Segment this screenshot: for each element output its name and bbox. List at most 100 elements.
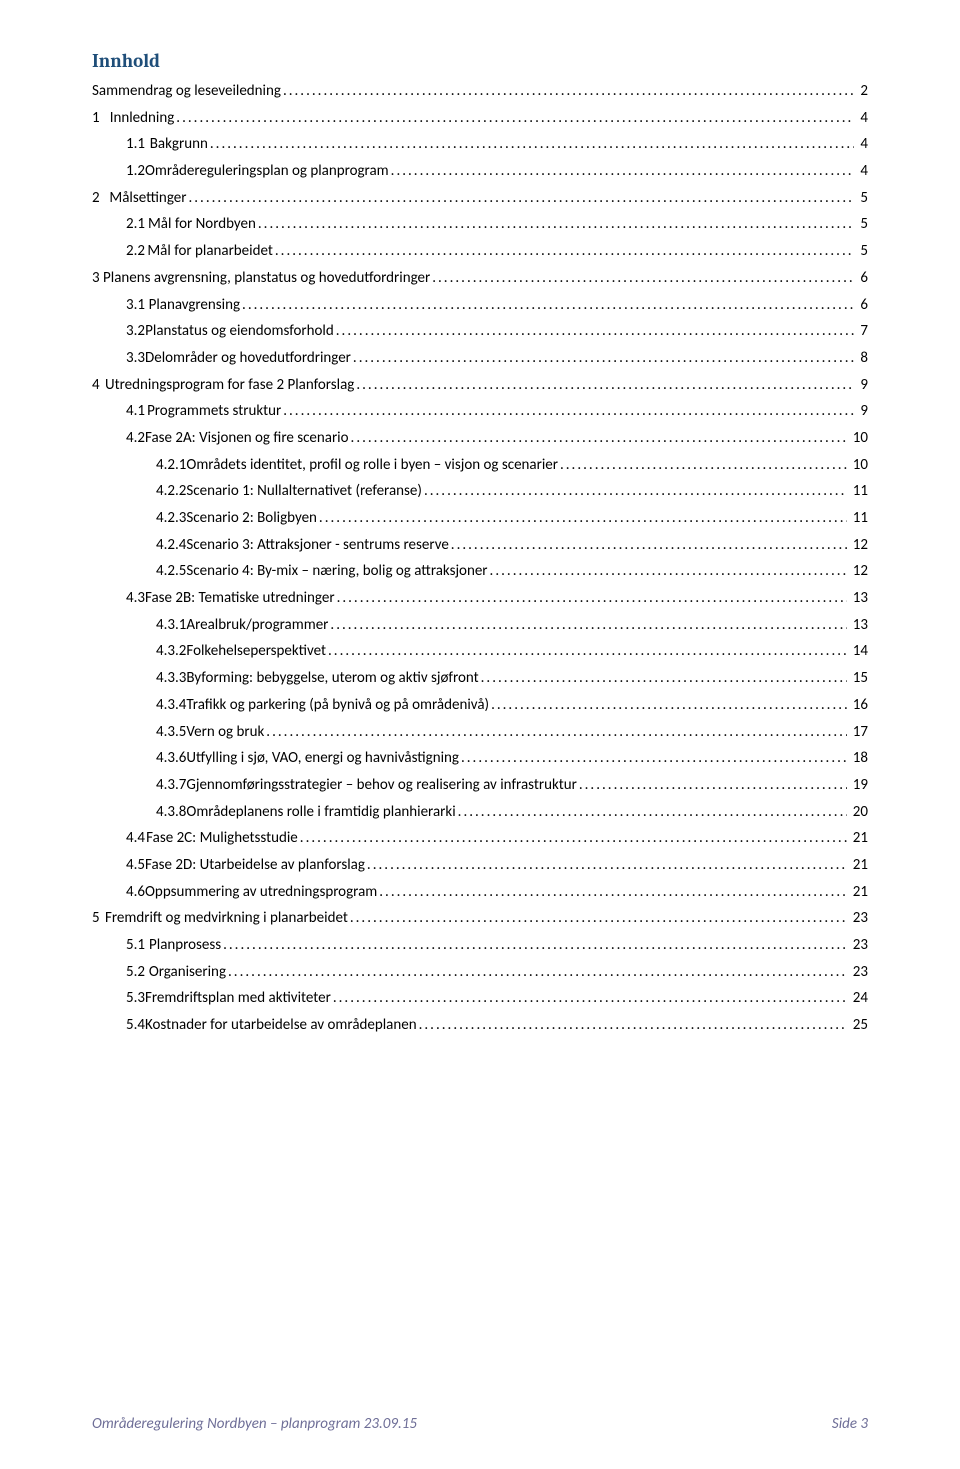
toc-entry-label: Utredningsprogram for fase 2 Planforslag: [105, 372, 354, 399]
toc-entry-number: 3.3: [126, 345, 145, 372]
toc-entry[interactable]: 3.2Planstatus og eiendomsforhold7: [92, 318, 868, 345]
toc-entry[interactable]: 5.1Planprosess23: [92, 932, 868, 959]
toc-entry-number: 4.3.8: [156, 799, 186, 826]
toc-entry-label: Planens avgrensning, planstatus og hoved…: [103, 265, 430, 292]
toc-entry-label: Utfylling i sjø, VAO, energi og havnivås…: [186, 745, 459, 772]
toc-entry-number: 4.3.6: [156, 745, 186, 772]
toc-leader-dots: [451, 532, 847, 559]
toc-leader-dots: [176, 105, 854, 132]
toc-entry[interactable]: 4.3Fase 2B: Tematiske utredninger13: [92, 585, 868, 612]
document-page: Innhold Sammendrag og leseveiledning21In…: [0, 0, 960, 1469]
toc-entry[interactable]: 3.1Planavgrensing6: [92, 292, 868, 319]
toc-entry[interactable]: 4.3.1Arealbruk/programmer13: [92, 612, 868, 639]
toc-leader-dots: [328, 638, 847, 665]
toc-leader-dots: [319, 505, 847, 532]
toc-entry[interactable]: 4.2Fase 2A: Visjonen og fire scenario10: [92, 425, 868, 452]
toc-entry[interactable]: 4.2.5Scenario 4: By-mix – næring, bolig …: [92, 558, 868, 585]
toc-entry-number: 5.3: [126, 985, 145, 1012]
toc-leader-dots: [228, 959, 847, 986]
toc-entry-page: 24: [849, 985, 868, 1012]
toc-entry[interactable]: 3.3Delområder og hovedutfordringer8: [92, 345, 868, 372]
footer-right: Side 3: [832, 1415, 868, 1433]
toc-entry-label: Områdereguleringsplan og planprogram: [145, 158, 389, 185]
toc-entry[interactable]: 4.2.3Scenario 2: Boligbyen11: [92, 505, 868, 532]
toc-entry[interactable]: 4.3.3Byforming: bebyggelse, uterom og ak…: [92, 665, 868, 692]
toc-entry[interactable]: 4.2.1Områdets identitet, profil og rolle…: [92, 452, 868, 479]
toc-entry-label: Målsettinger: [109, 185, 186, 212]
toc-entry[interactable]: 5.3Fremdriftsplan med aktiviteter24: [92, 985, 868, 1012]
toc-leader-dots: [283, 78, 854, 105]
toc-entry[interactable]: 4.6Oppsummering av utredningsprogram21: [92, 879, 868, 906]
toc-entry[interactable]: 4.3.5Vern og bruk17: [92, 719, 868, 746]
toc-entry[interactable]: 1.1Bakgrunn4: [92, 131, 868, 158]
toc-entry[interactable]: Sammendrag og leseveiledning2: [92, 78, 868, 105]
toc-entry-page: 13: [849, 585, 868, 612]
toc-entry[interactable]: 5.2Organisering23: [92, 959, 868, 986]
toc-leader-dots: [458, 799, 847, 826]
toc-leader-dots: [283, 398, 854, 425]
toc-entry-number: 1.2: [126, 158, 145, 185]
toc-leader-dots: [461, 745, 847, 772]
toc-entry-page: 5: [856, 211, 868, 238]
toc-entry-number: 2.2: [126, 238, 147, 265]
toc-entry-label: Fremdrift og medvirkning i planarbeidet: [105, 905, 348, 932]
toc-entry[interactable]: 4.2.2Scenario 1: Nullalternativet (refer…: [92, 478, 868, 505]
toc-entry-label: Programmets struktur: [147, 398, 281, 425]
toc-entry-page: 21: [849, 825, 868, 852]
toc-entry-label: Organisering: [149, 959, 226, 986]
toc-leader-dots: [424, 478, 847, 505]
toc-entry[interactable]: 5Fremdrift og medvirkning i planarbeidet…: [92, 905, 868, 932]
toc-entry-page: 6: [856, 292, 868, 319]
toc-entry-page: 23: [849, 959, 868, 986]
toc-entry-label: Byforming: bebyggelse, uterom og aktiv s…: [186, 665, 478, 692]
toc-entry-number: 4.3.3: [156, 665, 186, 692]
toc-entry[interactable]: 4.3.6Utfylling i sjø, VAO, energi og hav…: [92, 745, 868, 772]
toc-entry-label: Scenario 4: By-mix – næring, bolig og at…: [186, 558, 487, 585]
toc-leader-dots: [579, 772, 847, 799]
toc-entry-number: 4.4: [126, 825, 146, 852]
toc-leader-dots: [266, 719, 846, 746]
toc-leader-dots: [336, 318, 855, 345]
toc-entry[interactable]: 5.4Kostnader for utarbeidelse av områdep…: [92, 1012, 868, 1039]
toc-entry-page: 23: [849, 905, 868, 932]
toc-entry-number: 4.6: [126, 879, 145, 906]
toc-entry[interactable]: 2.2Mål for planarbeidet5: [92, 238, 868, 265]
toc-leader-dots: [333, 985, 847, 1012]
toc-entry[interactable]: 4.2.4Scenario 3: Attraksjoner - sentrums…: [92, 532, 868, 559]
table-of-contents: Sammendrag og leseveiledning21Innledning…: [92, 78, 868, 1039]
toc-entry-label: Mål for Nordbyen: [148, 211, 256, 238]
toc-entry[interactable]: 2.1Mål for Nordbyen5: [92, 211, 868, 238]
toc-entry[interactable]: 4.3.7Gjennomføringsstrategier – behov og…: [92, 772, 868, 799]
toc-leader-dots: [432, 265, 854, 292]
toc-leader-dots: [330, 612, 846, 639]
toc-entry[interactable]: 4.4Fase 2C: Mulighetsstudie21: [92, 825, 868, 852]
toc-entry-page: 4: [856, 105, 868, 132]
toc-entry[interactable]: 1Innledning4: [92, 105, 868, 132]
toc-leader-dots: [210, 131, 855, 158]
toc-entry[interactable]: 4Utredningsprogram for fase 2 Planforsla…: [92, 372, 868, 399]
footer-left: Områderegulering Nordbyen – planprogram …: [92, 1415, 417, 1433]
toc-entry[interactable]: 4.3.2Folkehelseperspektivet14: [92, 638, 868, 665]
toc-entry-number: 5.1: [126, 932, 149, 959]
toc-entry[interactable]: 4.3.4Trafikk og parkering (på bynivå og …: [92, 692, 868, 719]
toc-entry-label: Fase 2B: Tematiske utredninger: [145, 585, 335, 612]
toc-leader-dots: [258, 211, 855, 238]
toc-leader-dots: [353, 345, 854, 372]
toc-entry-page: 25: [849, 1012, 868, 1039]
toc-entry[interactable]: 2Målsettinger5: [92, 185, 868, 212]
toc-entry-number: 5: [92, 905, 105, 932]
toc-entry-page: 21: [849, 879, 868, 906]
toc-entry-number: 4: [92, 372, 105, 399]
toc-entry[interactable]: 4.5Fase 2D: Utarbeidelse av planforslag2…: [92, 852, 868, 879]
toc-entry-page: 2: [856, 78, 868, 105]
toc-leader-dots: [242, 292, 854, 319]
toc-entry[interactable]: 1.2Områdereguleringsplan og planprogram4: [92, 158, 868, 185]
toc-entry-page: 23: [849, 932, 868, 959]
toc-entry-number: 4.5: [126, 852, 145, 879]
toc-entry[interactable]: 4.1Programmets struktur9: [92, 398, 868, 425]
toc-entry-label: Trafikk og parkering (på bynivå og på om…: [186, 692, 489, 719]
toc-entry-page: 11: [849, 478, 868, 505]
toc-entry[interactable]: 3Planens avgrensning, planstatus og hove…: [92, 265, 868, 292]
page-footer: Områderegulering Nordbyen – planprogram …: [92, 1415, 868, 1433]
toc-entry[interactable]: 4.3.8Områdeplanens rolle i framtidig pla…: [92, 799, 868, 826]
